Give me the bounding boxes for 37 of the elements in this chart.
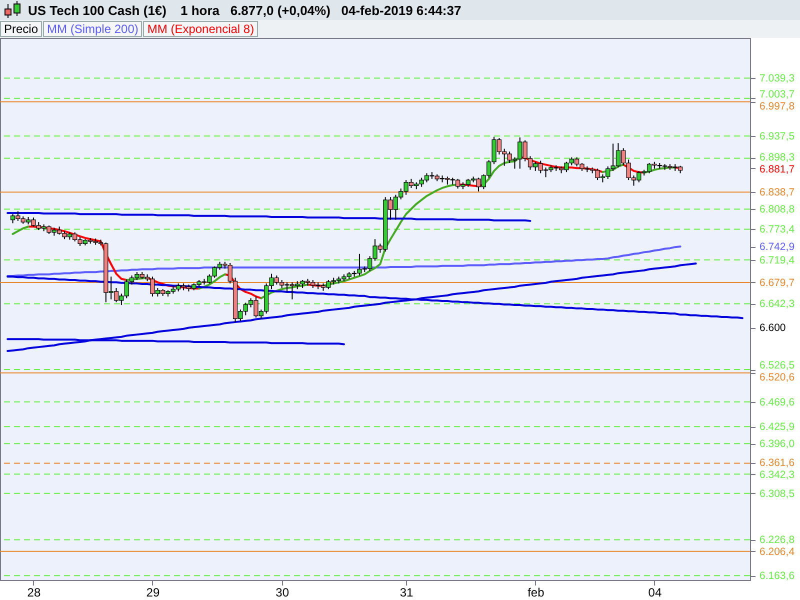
x-tick-label: 29 (146, 586, 160, 600)
x-tick-label: 31 (400, 586, 414, 600)
y-tick-label: 6.342,3 (760, 469, 795, 482)
y-tick-label: 7.003,7 (760, 88, 795, 101)
y-tick-label: 6.308,5 (760, 488, 795, 500)
y-tick-label: 6.997,8 (760, 100, 795, 113)
y-tick-label: 6.773,4 (760, 224, 795, 236)
x-tick-label: 04 (648, 586, 662, 600)
y-tick-label: 6.396,0 (760, 438, 795, 450)
x-tick-label: 30 (276, 586, 290, 600)
y-tick-label: 6.642,3 (760, 298, 795, 310)
y-tick-label: 6.520,6 (760, 372, 795, 384)
x-tick-label: 28 (27, 586, 41, 600)
y-tick-label: 6.425,9 (760, 421, 795, 434)
y-tick-label: 6.838,7 (760, 186, 795, 199)
y-tick-label: 6.742,9 (760, 241, 795, 254)
chart-subtitle: 1 hora 6.877,0 (+0,04%) 04-feb-2019 6:44:37 (180, 2, 462, 18)
y-tick-label: 6.526,5 (760, 360, 795, 372)
y-tick-label: 6.679,7 (760, 276, 795, 289)
chart-title: US Tech 100 Cash (1€) (28, 2, 166, 18)
text: MM (Simple 200) (43, 21, 142, 37)
y-tick-label: 6.163,6 (760, 570, 795, 582)
text: Precio (0, 21, 42, 37)
y-tick-label: 6.600 (760, 322, 786, 334)
text: MM (Exponencial 8) (143, 21, 258, 37)
y-tick-label: 7.039,3 (760, 72, 795, 85)
y-tick-label: 6.206,4 (760, 546, 795, 558)
line-series (6, 212, 532, 222)
y-tick-label: 6.226,8 (760, 534, 795, 546)
y-tick-label: 6.808,8 (760, 204, 795, 216)
y-tick-label: 6.719,4 (760, 254, 795, 266)
y-tick-label: 6.937,5 (760, 130, 795, 143)
y-tick-label: 6.898,3 (760, 151, 795, 164)
y-tick-label: 6.361,6 (760, 457, 795, 470)
y-tick-label: 6.469,6 (760, 396, 795, 408)
x-tick-label: feb (528, 586, 545, 600)
y-tick-label: 6.881,7 (760, 163, 795, 176)
